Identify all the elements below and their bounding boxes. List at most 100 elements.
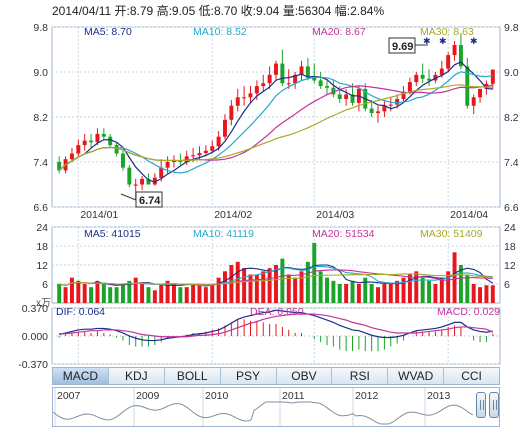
candlestick[interactable] xyxy=(114,142,119,157)
volume-bar[interactable] xyxy=(312,242,317,303)
volume-bar[interactable] xyxy=(395,280,400,303)
candlestick[interactable] xyxy=(401,86,406,103)
volume-bar[interactable] xyxy=(369,284,374,303)
volume-bar[interactable] xyxy=(318,271,323,303)
volume-bar[interactable] xyxy=(127,280,132,303)
volume-bar[interactable] xyxy=(248,274,253,304)
event-markers[interactable]: ✱ ✱ ✱ xyxy=(423,36,478,46)
volume-bar[interactable] xyxy=(223,271,227,303)
candlestick[interactable] xyxy=(458,33,463,70)
volume-bar[interactable] xyxy=(184,287,189,303)
volume-bar[interactable] xyxy=(242,268,247,303)
candlestick[interactable] xyxy=(369,100,374,117)
event-marker-icon[interactable]: ✱ xyxy=(439,36,447,46)
volume-bar[interactable] xyxy=(356,284,361,303)
candlestick[interactable] xyxy=(140,176,145,191)
volume-bar[interactable] xyxy=(165,280,170,303)
volume-bar[interactable] xyxy=(120,284,125,303)
tab-psy[interactable]: PSY xyxy=(221,368,277,384)
candlestick[interactable] xyxy=(235,88,240,112)
candlestick[interactable] xyxy=(471,94,476,115)
candlestick[interactable] xyxy=(325,80,329,95)
candlestick[interactable] xyxy=(490,69,495,89)
volume-bar[interactable] xyxy=(471,284,476,303)
candlestick[interactable] xyxy=(376,105,381,123)
candlestick[interactable] xyxy=(223,114,227,140)
volume-bar[interactable] xyxy=(267,268,272,303)
volume-bar[interactable] xyxy=(420,277,425,303)
candlestick[interactable] xyxy=(248,86,253,103)
candlestick[interactable] xyxy=(254,80,259,101)
candlestick[interactable] xyxy=(203,145,208,157)
volume-bar[interactable] xyxy=(69,277,74,303)
candlestick[interactable] xyxy=(312,63,317,84)
volume-bar[interactable] xyxy=(439,277,444,303)
candlestick[interactable] xyxy=(382,100,387,117)
volume-bar[interactable] xyxy=(299,271,304,303)
candlestick[interactable] xyxy=(82,133,87,151)
tab-cci[interactable]: CCI xyxy=(461,369,482,383)
candlestick[interactable] xyxy=(261,74,266,92)
volume-bar[interactable] xyxy=(152,290,157,303)
volume-bar[interactable] xyxy=(108,287,113,303)
volume-bar[interactable] xyxy=(254,274,259,304)
volume-bar[interactable] xyxy=(484,285,489,303)
volume-bar[interactable] xyxy=(95,280,100,303)
candlestick[interactable] xyxy=(274,60,278,81)
candlestick[interactable] xyxy=(478,88,483,103)
volume-bar[interactable] xyxy=(261,271,266,303)
candlestick[interactable] xyxy=(446,52,451,72)
volume-bar[interactable] xyxy=(57,284,62,303)
volume-bar[interactable] xyxy=(89,287,94,303)
volume-bar[interactable] xyxy=(344,284,349,303)
candlestick[interactable] xyxy=(101,128,106,140)
candlestick[interactable] xyxy=(242,86,247,106)
volume-bar[interactable] xyxy=(337,284,342,303)
tab-obv[interactable]: OBV xyxy=(277,368,333,384)
volume-bar[interactable] xyxy=(446,271,451,303)
candlestick[interactable] xyxy=(293,72,298,89)
volume-bar[interactable] xyxy=(465,274,470,304)
volume-bar[interactable] xyxy=(325,277,329,303)
volume-bar[interactable] xyxy=(140,284,145,303)
tab-macd[interactable]: MACD xyxy=(53,368,109,384)
volume-bar[interactable] xyxy=(452,252,457,303)
candlestick[interactable] xyxy=(420,63,425,84)
volume-bar[interactable] xyxy=(210,284,215,303)
volume-bar[interactable] xyxy=(388,284,393,303)
volume-bar[interactable] xyxy=(305,261,310,303)
candlestick[interactable] xyxy=(171,155,176,168)
candlestick[interactable] xyxy=(267,66,272,89)
volume-bar[interactable] xyxy=(376,287,381,303)
candlestick[interactable] xyxy=(299,60,304,81)
candlestick[interactable] xyxy=(146,173,151,185)
volume-bar[interactable] xyxy=(478,287,483,303)
volume-bar[interactable] xyxy=(331,280,336,303)
volume-bar[interactable] xyxy=(229,265,234,303)
navigator-right-handle[interactable] xyxy=(489,392,499,418)
volume-bar[interactable] xyxy=(407,274,412,304)
volume-bar[interactable] xyxy=(63,287,68,303)
candlestick[interactable] xyxy=(452,41,457,61)
candlestick[interactable] xyxy=(178,153,183,165)
volume-bar[interactable] xyxy=(197,284,202,303)
volume-bar[interactable] xyxy=(133,277,138,303)
volume-bar[interactable] xyxy=(382,284,387,303)
candlestick[interactable] xyxy=(280,49,285,87)
candlestick[interactable] xyxy=(120,150,125,171)
tab-kdj[interactable]: KDJ xyxy=(109,368,165,384)
volume-bar[interactable] xyxy=(216,277,221,303)
volume-bar[interactable] xyxy=(159,284,164,303)
volume-bar[interactable] xyxy=(363,277,368,303)
candlestick[interactable] xyxy=(414,72,419,87)
candlestick[interactable] xyxy=(76,139,81,157)
candlestick[interactable] xyxy=(127,164,132,188)
candlestick[interactable] xyxy=(152,173,157,186)
tab-wvad[interactable]: WVAD xyxy=(388,368,445,384)
candlestick[interactable] xyxy=(69,147,74,162)
event-marker-icon[interactable]: ✱ xyxy=(423,36,431,46)
time-navigator[interactable]: 2007 2009 2010 2011 2012 2013 xyxy=(52,387,500,427)
volume-bar[interactable] xyxy=(286,274,291,304)
volume-bar[interactable] xyxy=(427,280,432,303)
